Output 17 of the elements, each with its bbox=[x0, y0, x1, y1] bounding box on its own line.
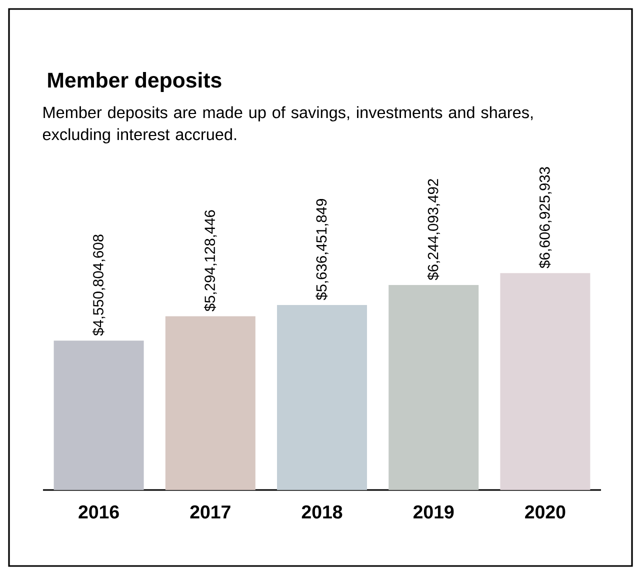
data-label: $4,550,804,608 bbox=[92, 234, 106, 336]
x-tick-label: 2018 bbox=[302, 505, 342, 519]
x-tick-label: 2017 bbox=[190, 505, 230, 519]
bar bbox=[165, 316, 256, 490]
bar bbox=[54, 340, 144, 490]
data-label: $6,606,925,933 bbox=[538, 167, 552, 268]
x-tick-label: 2020 bbox=[525, 505, 566, 519]
data-label: $5,636,451,849 bbox=[316, 199, 328, 300]
chart-subtitle: Member deposits are made up of savings, investments and shares, excluding interest accrued. bbox=[42, 106, 533, 144]
bar bbox=[500, 273, 590, 490]
data-label: $5,294,128,446 bbox=[204, 210, 217, 312]
x-tick-label: 2019 bbox=[413, 505, 454, 519]
data-label: $6,244,093,492 bbox=[427, 179, 440, 280]
chart-title: Member deposits bbox=[48, 72, 222, 92]
bar bbox=[277, 304, 368, 490]
x-tick-label: 2016 bbox=[78, 505, 119, 519]
bar bbox=[388, 285, 479, 490]
